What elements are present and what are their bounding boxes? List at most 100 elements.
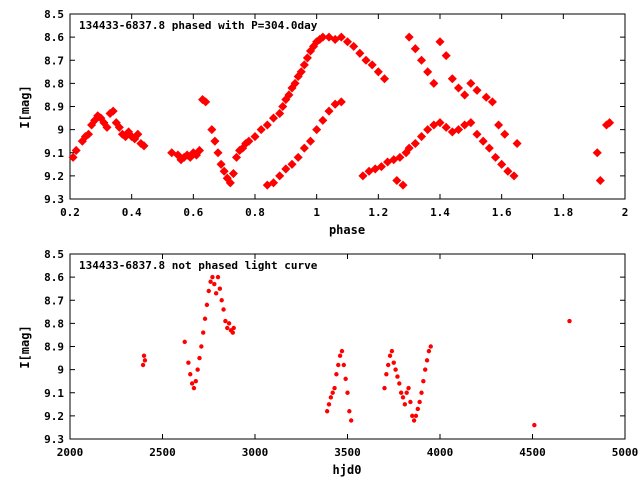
phased-data-point (500, 129, 510, 139)
unphased-data-point (384, 372, 389, 377)
phased-data-point (71, 145, 81, 155)
phased-data-point (512, 138, 522, 149)
unphased-data-point (386, 362, 391, 368)
phased-data-point (595, 175, 605, 186)
unphased-data-point (421, 378, 426, 384)
phased-data-point (256, 125, 266, 135)
phased-data-point (213, 148, 223, 158)
unphased-x-tick-label: 4000 (427, 446, 454, 459)
phased-data-point (447, 74, 457, 84)
unphased-data-point (343, 376, 348, 382)
phased-y-tick-label: 8.7 (44, 54, 64, 67)
unphased-data-point (215, 274, 221, 280)
unphased-data-point (324, 409, 330, 414)
phased-data-point (312, 125, 322, 135)
unphased-y-tick-label: 8.6 (44, 271, 64, 284)
phased-plot-title: 134433-6837.8 phased with P=304.0day (79, 19, 318, 32)
phased-data-point (435, 37, 445, 47)
unphased-data-point (382, 385, 387, 391)
unphased-data-point (206, 288, 211, 294)
phased-data-point (68, 152, 78, 162)
phased-data-point (231, 152, 242, 162)
phased-data-point (416, 55, 427, 65)
unphased-data-point (328, 395, 334, 400)
unphased-data-point (195, 367, 200, 372)
phased-data-points (68, 32, 615, 190)
unphased-data-point (423, 367, 428, 372)
phased-data-point (395, 152, 405, 162)
unphased-axis-ticks: 2000 2500 3000 3500 4000 4500 5000 8.5 8.6 8.7 8.8… (44, 248, 638, 459)
unphased-data-point (413, 413, 419, 419)
unphased-y-tick-label: 9 (57, 364, 64, 377)
phased-x-tick-label: 0.8 (245, 206, 265, 219)
unphased-data-point (404, 390, 409, 395)
phased-y-tick-label: 8.8 (44, 77, 64, 90)
phased-x-tick-label: 1.2 (368, 206, 388, 219)
unphased-x-axis-label: hjd0 (333, 463, 362, 477)
phased-data-point (466, 78, 476, 88)
phased-data-point (268, 113, 279, 123)
unphased-x-tick-label: 4500 (519, 446, 546, 459)
unphased-data-point (225, 325, 230, 331)
phased-data-point (494, 120, 504, 130)
unphased-data-point (231, 325, 236, 331)
unphased-y-tick-label: 8.8 (44, 317, 64, 330)
unphased-data-point (213, 291, 219, 296)
phased-y-tick-label: 9.3 (44, 193, 64, 206)
phased-data-point (605, 118, 615, 128)
unphased-data-point (411, 418, 417, 423)
unphased-data-point (567, 318, 572, 324)
unphased-data-point (389, 348, 395, 354)
phased-y-tick-label: 9.2 (44, 170, 64, 183)
phased-axis-ticks: 0.2 0.4 0.6 0.8 1 1.2 1.4 1.6 1.8 2 8.5 8.6 8.7 8.8 8.… (44, 8, 628, 219)
phased-data-point (302, 53, 312, 63)
phased-data-point (441, 51, 451, 61)
phased-x-tick-label: 0.6 (183, 206, 203, 219)
phased-y-tick-label: 8.9 (44, 101, 64, 114)
phased-data-point (324, 106, 334, 116)
unphased-data-point (532, 422, 537, 428)
phased-data-point (207, 125, 217, 135)
unphased-data-point (326, 402, 332, 407)
unphased-data-point (199, 344, 204, 349)
unphased-data-point (397, 381, 402, 386)
unphased-data-point (330, 390, 335, 395)
unphased-data-point (208, 279, 213, 284)
phased-data-point (373, 67, 383, 77)
phased-x-tick-label: 2 (622, 206, 629, 219)
phased-data-point (472, 129, 482, 139)
phased-x-tick-label: 1.4 (430, 206, 450, 219)
unphased-data-point (349, 418, 354, 423)
unphased-data-point (426, 348, 432, 354)
unphased-data-point (402, 402, 408, 407)
phased-data-point (299, 143, 309, 153)
phased-data-point (275, 171, 285, 181)
unphased-data-point (142, 358, 148, 363)
unphased-data-points (140, 274, 572, 428)
phased-data-point (102, 122, 112, 132)
phased-y-tick-label: 8.6 (44, 31, 64, 44)
unphased-data-point (391, 360, 396, 365)
phased-data-point (429, 78, 439, 88)
unphased-data-point (415, 406, 420, 412)
phased-x-axis-label: phase (329, 223, 365, 237)
phased-data-point (423, 125, 433, 135)
unphased-data-point (347, 409, 352, 414)
unphased-y-tick-label: 8.9 (44, 341, 64, 354)
unphased-data-point (339, 348, 345, 354)
phased-data-point (490, 152, 501, 162)
unphased-data-point (332, 385, 337, 391)
unphased-data-point (217, 286, 223, 291)
phased-data-point (466, 118, 476, 128)
phased-data-point (278, 101, 288, 112)
phased-y-axis-label: I[mag] (18, 85, 32, 128)
unphased-data-point (189, 381, 195, 386)
unphased-data-point (182, 339, 187, 345)
unphased-data-point (226, 321, 232, 326)
phased-data-point (379, 74, 390, 84)
phased-data-point (497, 159, 507, 169)
unphased-data-point (186, 360, 191, 365)
phased-data-point (487, 97, 497, 107)
phased-data-point (244, 136, 254, 146)
unphased-y-axis-label: I[mag] (18, 325, 32, 368)
